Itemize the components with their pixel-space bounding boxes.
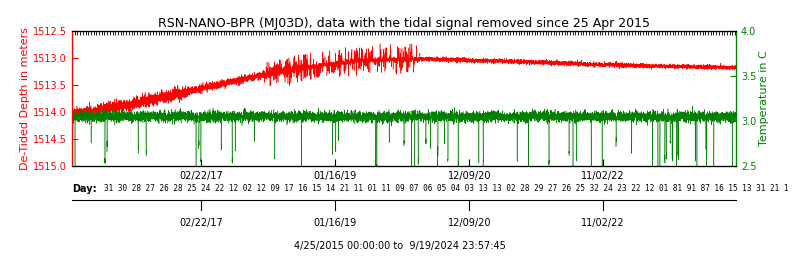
Text: 01/16/19: 01/16/19 <box>314 218 357 228</box>
Text: 02/22/17: 02/22/17 <box>179 218 223 228</box>
Text: 11/02/22: 11/02/22 <box>581 218 625 228</box>
Y-axis label: De-Tided Depth in meters: De-Tided Depth in meters <box>20 27 30 170</box>
Text: 12/09/20: 12/09/20 <box>447 218 491 228</box>
Text: 31 30 28 27 26 28 25 24 22 12 02 12 09 17 16 15 14 21 11 01 11 09 07 06 05 04 03: 31 30 28 27 26 28 25 24 22 12 02 12 09 1… <box>104 184 789 193</box>
Y-axis label: Temperature in C: Temperature in C <box>759 51 769 146</box>
Title: RSN-NANO-BPR (MJ03D), data with the tidal signal removed since 25 Apr 2015: RSN-NANO-BPR (MJ03D), data with the tida… <box>158 17 650 29</box>
Text: Day:: Day: <box>72 184 97 194</box>
Text: 4/25/2015 00:00:00 to  9/19/2024 23:57:45: 4/25/2015 00:00:00 to 9/19/2024 23:57:45 <box>294 241 506 251</box>
